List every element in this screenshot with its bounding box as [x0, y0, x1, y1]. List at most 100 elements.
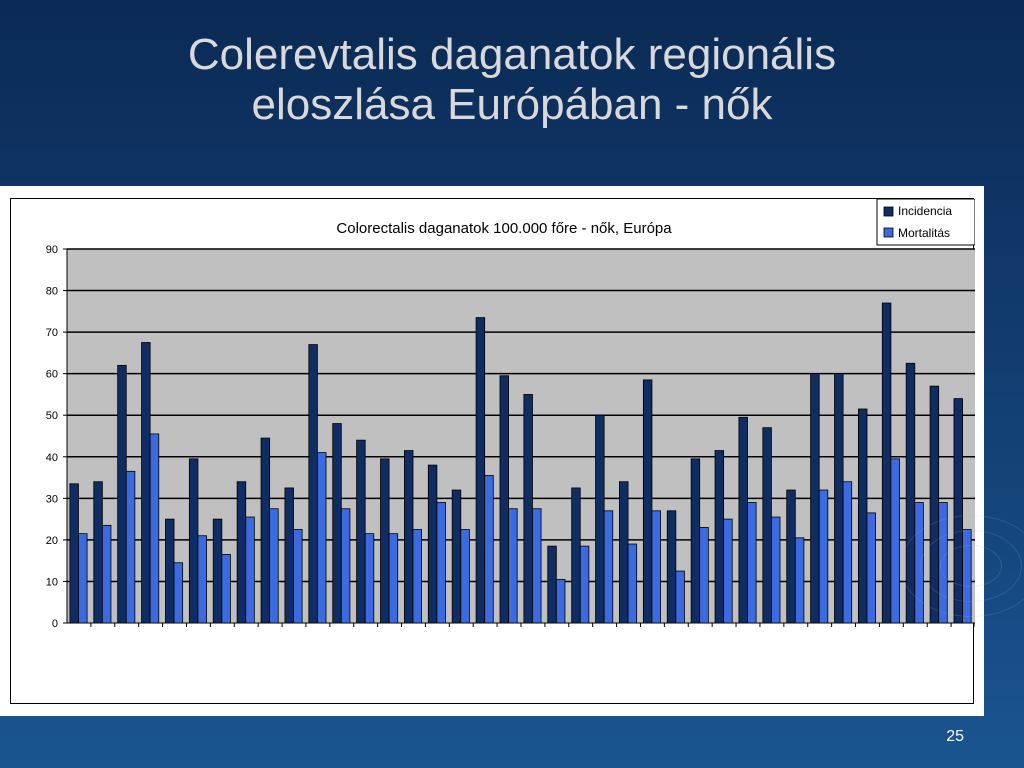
bar-mortalitas: [890, 458, 900, 624]
bar-mortalitas: [627, 543, 638, 624]
bar-mortalitas: [269, 508, 279, 624]
bar-mortalitas: [364, 533, 375, 624]
chart-title: Colorectalis daganatok 100.000 főre - nő…: [336, 220, 672, 237]
bar-incidencia: [356, 439, 366, 624]
bar-incidencia: [93, 481, 103, 624]
page-number: 25: [946, 728, 964, 745]
bar-mortalitas: [173, 562, 184, 624]
bar-incidencia: [141, 342, 151, 624]
chart-frame: Colorectalis daganatok 100.000 főre - nő…: [10, 198, 976, 704]
bar-mortalitas: [794, 537, 805, 624]
bar-incidencia: [738, 416, 748, 624]
bar-incidencia: [571, 487, 581, 624]
bar-mortalitas: [555, 578, 566, 624]
y-tick-label: 50: [46, 410, 58, 422]
bar-mortalitas: [914, 502, 924, 624]
bar-mortalitas: [699, 527, 709, 624]
bar-incidencia: [475, 317, 486, 624]
bar-incidencia: [595, 414, 605, 624]
bar-incidencia: [642, 379, 653, 624]
bar-mortalitas: [938, 502, 948, 624]
bar-mortalitas: [221, 554, 231, 624]
bar-incidencia: [762, 427, 772, 624]
chart-panel: Colorectalis daganatok 100.000 főre - nő…: [0, 186, 984, 716]
y-tick-label: 10: [46, 576, 58, 588]
slide-title: Colerevtalis daganatok regionális eloszl…: [0, 30, 1024, 130]
bar-mortalitas: [675, 570, 685, 624]
bar-mortalitas: [245, 516, 255, 624]
slide-title-line-2: eloszlása Európában - nők: [251, 80, 773, 129]
bar-mortalitas: [125, 470, 136, 624]
legend: Incidencia Mortalitás: [876, 198, 976, 246]
bar-mortalitas: [962, 529, 972, 624]
bar-incidencia: [690, 458, 701, 624]
bar-mortalitas: [460, 529, 470, 624]
bar-incidencia: [308, 344, 318, 624]
bar-incidencia: [834, 373, 844, 624]
bar-chart: Colorectalis daganatok 100.000 főre - nő…: [46, 198, 976, 630]
bar-mortalitas: [149, 433, 160, 624]
y-tick-label: 40: [46, 452, 58, 464]
y-tick-label: 70: [46, 327, 58, 339]
bar-mortalitas: [388, 533, 399, 624]
bar-incidencia: [881, 302, 892, 624]
bar-incidencia: [117, 364, 127, 624]
bar-incidencia: [69, 483, 79, 624]
bar-incidencia: [714, 450, 725, 624]
bar-mortalitas: [317, 452, 327, 624]
bar-incidencia: [857, 408, 868, 624]
bar-mortalitas: [651, 510, 661, 624]
bar-incidencia: [810, 373, 820, 624]
bar-mortalitas: [771, 516, 781, 624]
bar-mortalitas: [818, 489, 829, 624]
bar-mortalitas: [293, 529, 303, 624]
bar-mortalitas: [532, 508, 542, 624]
bar-incidencia: [619, 481, 629, 624]
y-tick-label: 90: [46, 244, 58, 256]
bar-mortalitas: [508, 508, 518, 624]
bar-mortalitas: [197, 535, 207, 624]
bar-mortalitas: [484, 475, 494, 624]
bar-incidencia: [953, 398, 963, 624]
bar-incidencia: [451, 489, 462, 624]
bar-incidencia: [427, 464, 438, 624]
bar-mortalitas: [723, 518, 733, 624]
bar-incidencia: [547, 545, 557, 624]
bar-incidencia: [666, 510, 677, 624]
bar-incidencia: [523, 394, 533, 624]
bar-incidencia: [929, 385, 940, 624]
bar-incidencia: [905, 362, 916, 624]
bar-incidencia: [403, 450, 414, 624]
bar-mortalitas: [579, 545, 590, 624]
bar-incidencia: [786, 489, 796, 624]
legend-swatch-incidencia: [883, 206, 894, 217]
bar-mortalitas: [101, 524, 112, 624]
bar-incidencia: [212, 518, 223, 624]
bar-incidencia: [236, 481, 247, 624]
slide-title-line-1: Colerevtalis daganatok regionális: [187, 30, 837, 79]
bar-mortalitas: [603, 510, 614, 624]
legend-label-mortalitas: Mortalitás: [898, 226, 950, 240]
y-tick-label: 80: [46, 286, 58, 298]
bar-incidencia: [260, 437, 271, 624]
plot-area: 0 10 20 30 40 50 60 70 80 90: [46, 244, 976, 630]
bar-mortalitas: [866, 512, 876, 624]
y-tick-label: 20: [46, 535, 58, 547]
legend-label-incidencia: Incidencia: [898, 204, 952, 218]
bar-incidencia: [380, 458, 390, 624]
bar-incidencia: [165, 518, 175, 624]
y-tick-label: 30: [46, 493, 58, 505]
bar-incidencia: [332, 423, 342, 624]
bar-mortalitas: [747, 502, 757, 624]
bar-mortalitas: [340, 508, 351, 624]
bar-mortalitas: [78, 533, 88, 624]
legend-swatch-mortalitas: [883, 227, 894, 238]
bar-mortalitas: [436, 502, 446, 624]
bar-mortalitas: [842, 481, 853, 624]
bar-mortalitas: [412, 529, 422, 624]
bar-incidencia: [188, 458, 199, 624]
y-tick-label: 60: [46, 369, 58, 381]
bar-incidencia: [284, 487, 294, 624]
bar-incidencia: [499, 375, 509, 624]
y-tick-label: 0: [52, 618, 58, 630]
